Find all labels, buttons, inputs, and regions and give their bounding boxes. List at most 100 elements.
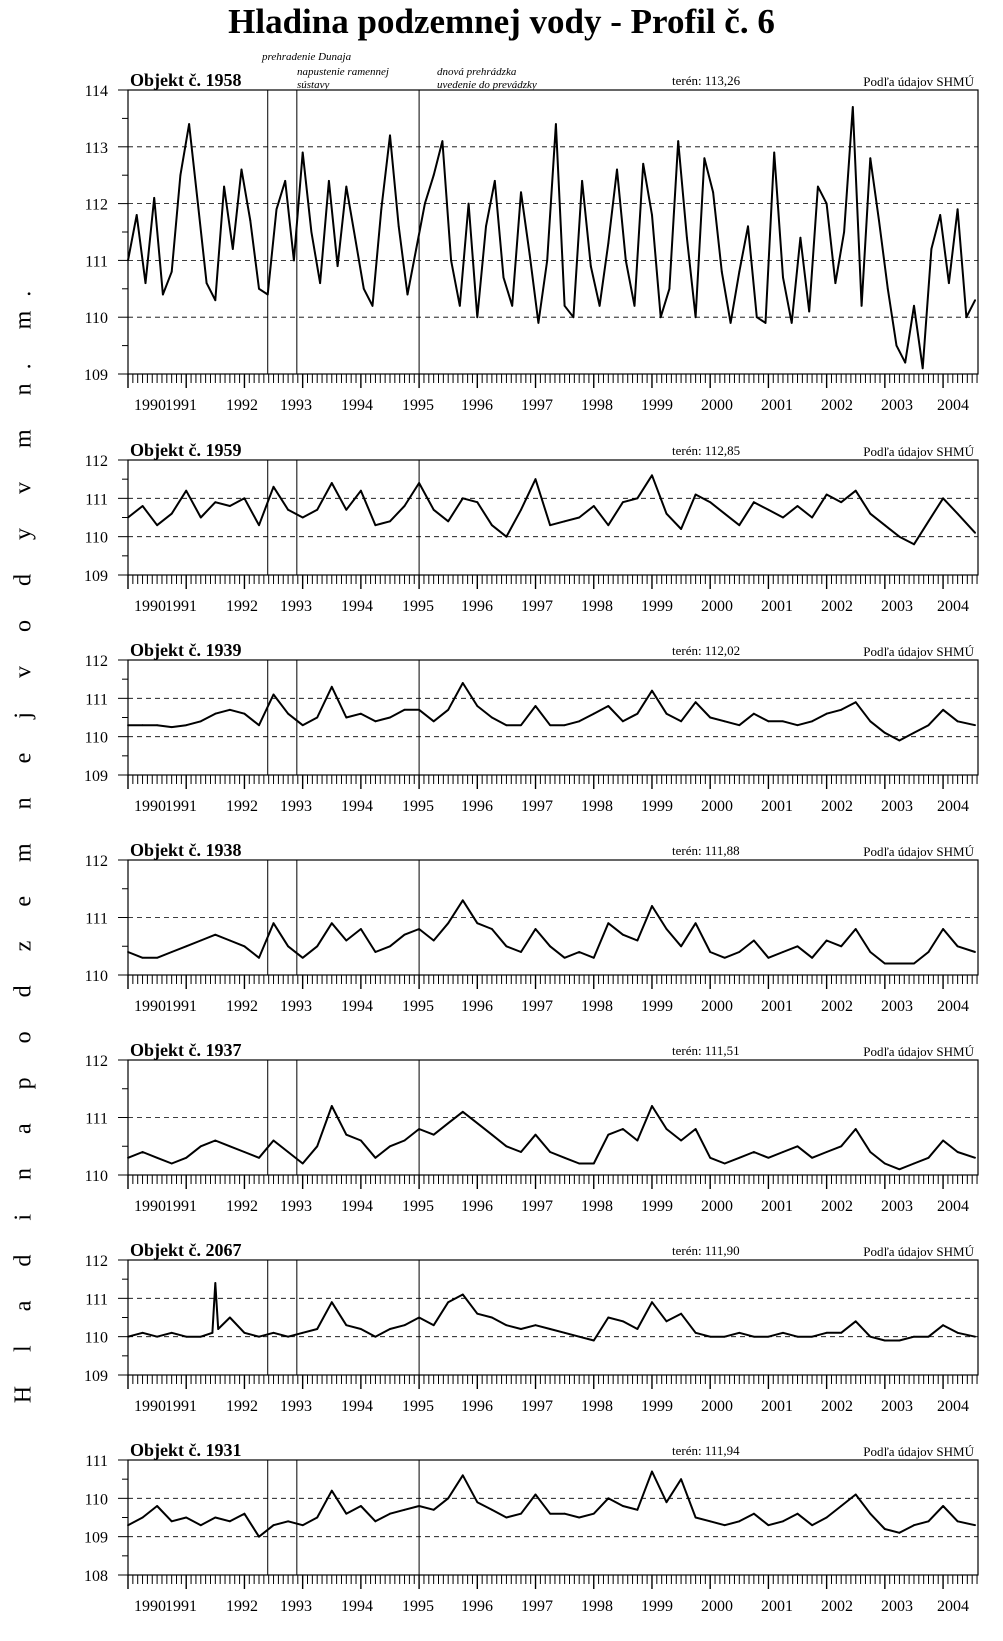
data-point	[447, 1301, 450, 1304]
data-point	[755, 316, 758, 319]
x-tick-label: 2004	[937, 397, 969, 414]
data-point	[272, 1331, 275, 1334]
data-point	[782, 516, 784, 519]
data-point	[371, 304, 374, 307]
data-point	[199, 720, 202, 723]
data-point	[362, 287, 365, 290]
x-tick-label: 1990	[134, 1598, 166, 1615]
plot-frame	[127, 1459, 979, 1576]
y-tick-label: 114	[85, 83, 108, 100]
data-point	[461, 1474, 464, 1477]
data-point	[869, 1151, 872, 1153]
data-point	[913, 1524, 915, 1527]
data-point	[825, 1516, 828, 1519]
data-point	[738, 951, 741, 953]
data-point	[709, 1335, 712, 1338]
x-tick-label: 1992	[226, 598, 258, 615]
data-point	[811, 516, 813, 519]
data-point	[493, 179, 496, 182]
data-point	[738, 270, 741, 273]
x-tick-label: 2003	[881, 1598, 913, 1615]
data-point	[607, 922, 610, 925]
data-point	[811, 1524, 813, 1527]
x-tick-label: 1991	[165, 798, 197, 815]
data-point	[447, 708, 450, 711]
data-point	[825, 939, 828, 942]
data-point	[458, 304, 461, 307]
data-point	[927, 724, 930, 727]
data-point	[723, 1162, 726, 1165]
data-point	[607, 1497, 610, 1500]
data-point	[432, 939, 435, 942]
data-point	[418, 1505, 420, 1507]
data-point	[336, 265, 339, 267]
data-point	[720, 270, 723, 273]
data-point	[549, 724, 551, 727]
data-point	[258, 524, 260, 527]
data-point	[549, 524, 551, 527]
data-point	[816, 185, 819, 188]
data-point	[549, 1151, 551, 1153]
data-point	[310, 231, 313, 233]
x-tick-label: 2002	[821, 1198, 853, 1215]
x-tick-label: 1990	[134, 598, 166, 615]
y-tick-label: 109	[84, 768, 108, 785]
data-point	[301, 151, 304, 154]
data-point	[258, 1156, 260, 1159]
data-point	[389, 1145, 391, 1148]
source-label: Podľa údajov SHMÚ	[863, 844, 974, 859]
data-point	[665, 512, 668, 515]
data-point	[974, 724, 976, 727]
data-point	[974, 951, 976, 953]
data-point	[592, 1339, 595, 1342]
data-point	[729, 321, 732, 324]
x-tick-label: 2004	[937, 1198, 969, 1215]
data-point	[869, 720, 872, 723]
data-point	[898, 1531, 901, 1534]
data-point	[432, 1508, 435, 1511]
data-point	[825, 493, 828, 496]
data-point	[694, 493, 697, 496]
data-point	[825, 202, 828, 205]
data-point	[799, 236, 802, 239]
data-point	[266, 293, 269, 296]
y-tick-label: 111	[85, 491, 108, 508]
source-label: Podľa údajov SHMÚ	[863, 444, 974, 459]
data-point	[199, 1524, 202, 1527]
x-tick-label: 1997	[521, 1198, 553, 1215]
chart-panel: 109 110 111 112 113 114 1990 1991 1992 1993 1994 19…	[84, 70, 979, 414]
x-tick-label: 2004	[937, 598, 969, 615]
x-tick-label: 1996	[461, 598, 493, 615]
data-point	[752, 1151, 755, 1153]
data-point	[709, 951, 712, 953]
data-point	[680, 1312, 682, 1315]
data-point	[886, 287, 889, 290]
data-point	[397, 225, 400, 228]
data-point	[883, 1528, 886, 1530]
data-point	[228, 1520, 231, 1523]
y-tick-label: 111	[85, 1453, 108, 1470]
data-point	[767, 1335, 770, 1338]
data-point	[738, 1331, 741, 1334]
data-point	[782, 1151, 784, 1153]
data-point	[170, 1520, 173, 1523]
x-tick-label: 1993	[280, 397, 312, 414]
event-label: napustenie ramennej sústavy	[297, 66, 389, 91]
data-point	[636, 712, 639, 715]
data-point	[621, 501, 624, 504]
data-point	[505, 945, 508, 948]
x-tick-label: 1991	[165, 598, 197, 615]
data-point	[418, 708, 420, 711]
source-label: Podľa údajov SHMÚ	[863, 1244, 974, 1259]
data-point	[752, 1512, 755, 1515]
data-point	[767, 956, 770, 959]
source-label: Podľa údajov SHMÚ	[863, 1044, 974, 1059]
data-point	[127, 1156, 129, 1159]
x-tick-label: 2003	[881, 1198, 913, 1215]
data-point	[790, 321, 793, 324]
data-point	[956, 208, 959, 211]
x-tick-label: 2001	[761, 1398, 793, 1415]
data-point	[913, 1335, 915, 1338]
data-point	[316, 716, 319, 719]
data-point	[415, 248, 418, 250]
